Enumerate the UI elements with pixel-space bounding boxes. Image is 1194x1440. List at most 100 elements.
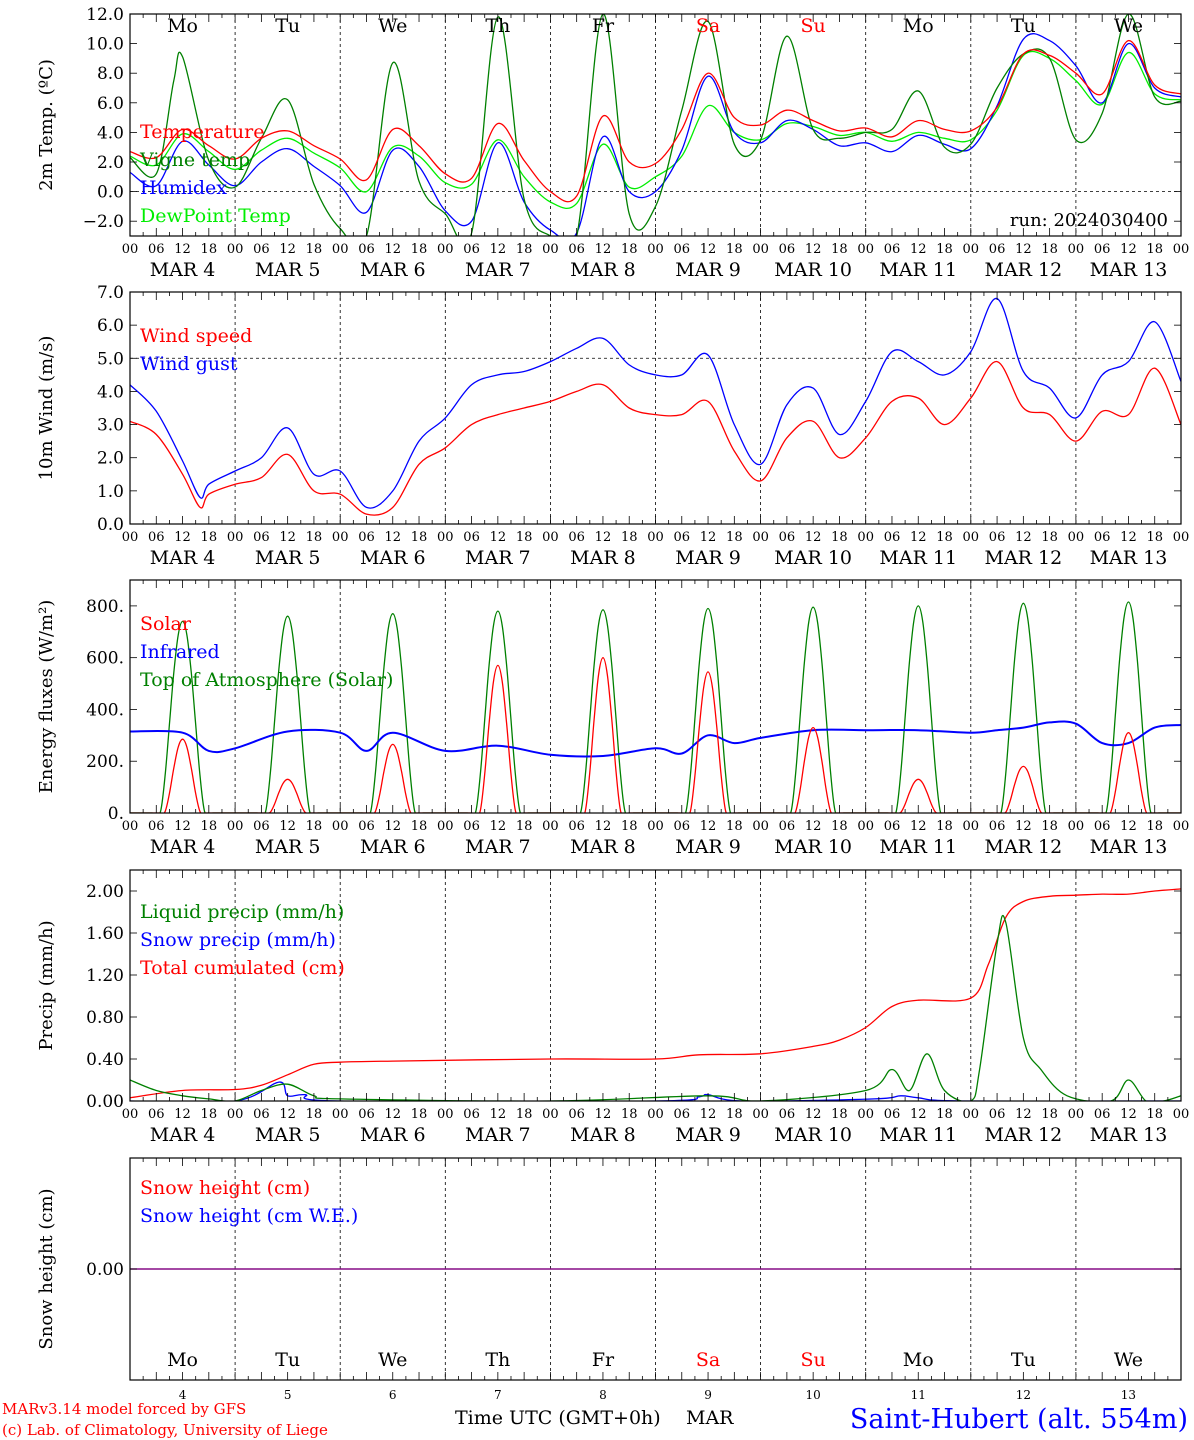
hour-tick-label: 00 [437, 242, 454, 257]
hour-tick-label: 12 [910, 530, 927, 545]
hour-tick-label: 12 [700, 1107, 717, 1122]
hour-tick-label: 18 [516, 1107, 533, 1122]
y-tick-label: 800. [86, 597, 124, 617]
hour-tick-label: 06 [1094, 530, 1111, 545]
hour-tick-label: 12 [384, 819, 401, 834]
hour-tick-label: 00 [437, 1107, 454, 1122]
hour-tick-label: 00 [122, 819, 139, 834]
model-credit: MARv3.14 model forced by GFS [2, 1400, 246, 1418]
legend-entry: Top of Atmosphere (Solar) [140, 669, 393, 691]
weekday-label: Mo [167, 15, 198, 37]
hour-tick-label: 12 [595, 819, 612, 834]
hour-tick-label: 12 [910, 1107, 927, 1122]
hour-tick-label: 18 [411, 242, 428, 257]
hour-tick-label: 18 [831, 242, 848, 257]
legend-entry: Wind gust [140, 353, 238, 375]
hour-tick-label: 06 [779, 530, 796, 545]
hour-tick-label: 18 [831, 819, 848, 834]
hour-tick-label: 06 [358, 1107, 375, 1122]
hour-tick-label: 12 [174, 530, 191, 545]
hour-tick-label: 00 [332, 242, 349, 257]
date-label: MAR 8 [570, 259, 636, 281]
hour-tick-label: 06 [358, 242, 375, 257]
hour-tick-label: 06 [463, 819, 480, 834]
hour-tick-label: 18 [1041, 242, 1058, 257]
date-label: MAR 9 [675, 259, 741, 281]
series-group [130, 14, 1181, 236]
hour-tick-label: 00 [122, 242, 139, 257]
date-label: MAR 7 [465, 259, 531, 281]
hour-tick-label: 12 [1015, 1107, 1032, 1122]
hour-tick-label: 00 [1173, 242, 1190, 257]
hour-tick-label: 06 [884, 242, 901, 257]
date-label: MAR 10 [774, 259, 852, 281]
weekday-label: Tu [275, 15, 300, 37]
hour-tick-label: 06 [253, 242, 270, 257]
hour-tick-label: 06 [1094, 242, 1111, 257]
y-tick-label: 6.0 [97, 94, 124, 114]
y-tick-label: 0.40 [86, 1050, 124, 1070]
hour-tick-label: 00 [963, 819, 980, 834]
date-label: MAR 10 [774, 836, 852, 858]
date-label: MAR 12 [984, 259, 1062, 281]
date-label: MAR 11 [879, 836, 957, 858]
hour-tick-label: 12 [1120, 530, 1137, 545]
date-label: MAR 6 [360, 259, 426, 281]
hour-tick-label: 18 [516, 242, 533, 257]
hour-tick-label: 18 [201, 1107, 218, 1122]
hour-tick-label: 00 [1068, 1107, 1085, 1122]
hour-tick-label: 00 [542, 242, 559, 257]
hour-tick-label: 00 [647, 530, 664, 545]
hour-tick-label: 18 [201, 530, 218, 545]
weekday-label: Su [801, 15, 826, 37]
hour-tick-label: 00 [1173, 819, 1190, 834]
y-tick-label: 4.0 [97, 382, 124, 402]
y-tick-label: 5.0 [97, 349, 124, 369]
hour-tick-label: 06 [253, 819, 270, 834]
hour-tick-label: 06 [989, 242, 1006, 257]
hour-tick-label: 00 [963, 242, 980, 257]
legend-entry: Snow height (cm W.E.) [140, 1205, 358, 1227]
hour-tick-label: 18 [516, 530, 533, 545]
hour-tick-label: 00 [227, 819, 244, 834]
legend-entry: Vigne temp [139, 149, 250, 171]
legend-entry: Total cumulated (cm) [140, 957, 345, 979]
legend-entry: Temperature [140, 121, 264, 143]
hour-tick-label: 00 [752, 819, 769, 834]
hour-tick-label: 12 [490, 530, 507, 545]
weekday-label: Th [485, 15, 510, 37]
hour-tick-label: 00 [122, 530, 139, 545]
day-number-label: 12 [1016, 1388, 1031, 1402]
panel-3: 800. 600. 400. 200. 0. Energy fluxes (W/m²) So… [36, 579, 1190, 858]
hour-tick-label: 18 [306, 819, 323, 834]
date-label: MAR 6 [360, 836, 426, 858]
hour-tick-label: 18 [936, 819, 953, 834]
hour-tick-label: 06 [674, 530, 691, 545]
y-tick-label: 0.00 [86, 1092, 124, 1112]
date-label: MAR 9 [675, 547, 741, 569]
hour-tick-label: 00 [857, 1107, 874, 1122]
hour-tick-label: 06 [989, 1107, 1006, 1122]
y-axis-label: Snow height (cm) [36, 1188, 57, 1349]
date-label: MAR 12 [984, 1124, 1062, 1146]
date-label: MAR 11 [879, 547, 957, 569]
weekday-label: Mo [903, 15, 934, 37]
y-tick-label: 0.0 [97, 515, 124, 535]
day-number-label: 4 [179, 1388, 187, 1402]
hour-tick-label: 06 [989, 819, 1006, 834]
hour-tick-label: 12 [384, 1107, 401, 1122]
hour-tick-label: 00 [647, 242, 664, 257]
hour-tick-label: 12 [595, 242, 612, 257]
x-axis-month: MAR [686, 1407, 734, 1429]
date-label: MAR 6 [360, 547, 426, 569]
panel-5: 0.00 Snow height (cm) Snow height (cm) Snow… [36, 1157, 1182, 1381]
hour-tick-label: 18 [936, 242, 953, 257]
hour-tick-label: 12 [700, 819, 717, 834]
y-tick-label: 10.0 [86, 35, 124, 55]
hour-tick-label: 12 [1120, 819, 1137, 834]
y-tick-label: 600. [86, 649, 124, 669]
hour-tick-label: 12 [700, 530, 717, 545]
hour-tick-label: 18 [831, 530, 848, 545]
hour-tick-label: 00 [437, 530, 454, 545]
hour-tick-label: 00 [1068, 530, 1085, 545]
